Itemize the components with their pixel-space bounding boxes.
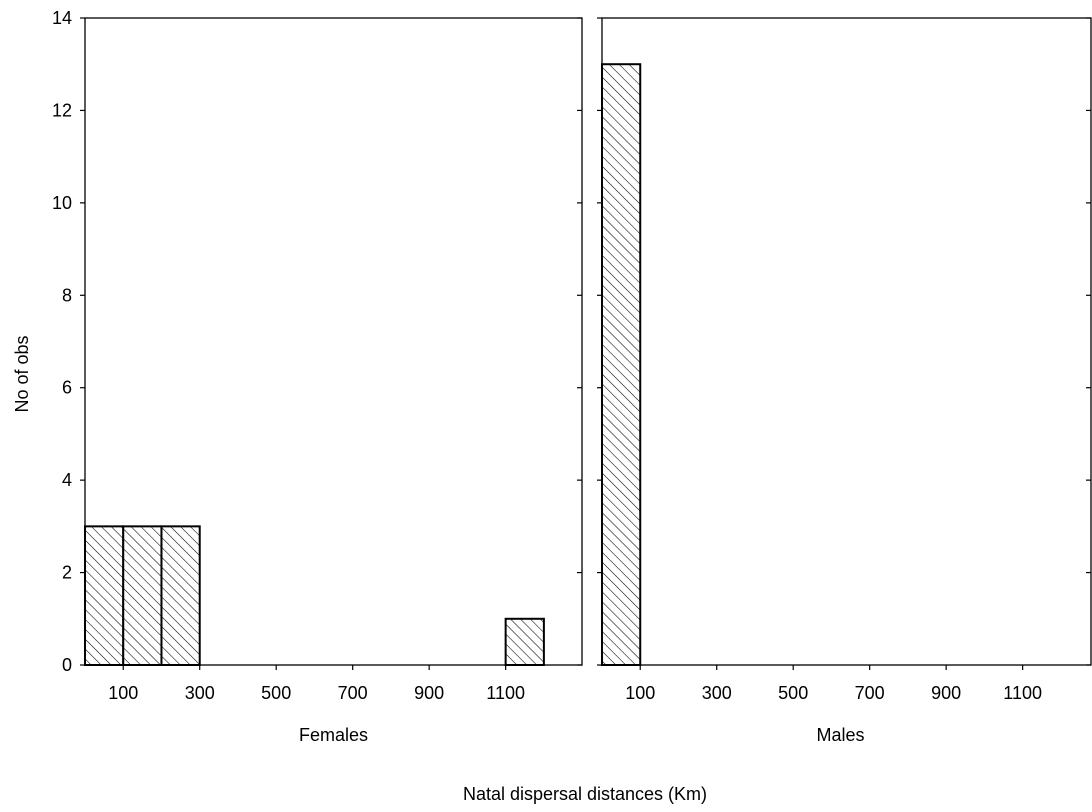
panel-females: 0 2 4 6 8 10 12 14 100 300 500 700 900 1100 Females bbox=[52, 8, 583, 745]
histogram-bar bbox=[601, 63, 642, 666]
y-tick-label: 0 bbox=[62, 655, 72, 675]
y-tick-label: 8 bbox=[62, 285, 72, 305]
x-tick-label: 300 bbox=[702, 683, 732, 703]
x-tick-label: 500 bbox=[261, 683, 291, 703]
y-tick-label: 10 bbox=[52, 193, 72, 213]
y-tick-label: 14 bbox=[52, 8, 72, 28]
x-tick-label: 900 bbox=[931, 683, 961, 703]
x-tick-label: 500 bbox=[778, 683, 808, 703]
panels-layer: 0 2 4 6 8 10 12 14 100 300 500 700 900 1100 Females 100… bbox=[52, 8, 1092, 745]
x-tick-label: 1100 bbox=[1003, 683, 1042, 703]
histogram-bar bbox=[84, 525, 125, 666]
x-tick-label: 100 bbox=[108, 683, 138, 703]
x-tick-label: 700 bbox=[338, 683, 368, 703]
y-tick-label: 6 bbox=[62, 378, 72, 398]
y-axis-label: No of obs bbox=[12, 335, 32, 412]
panel-males: 100 300 500 700 900 1100 Males bbox=[597, 17, 1092, 745]
panel-frame bbox=[84, 17, 583, 666]
y-tick-label: 4 bbox=[62, 470, 72, 490]
histogram-bar bbox=[504, 617, 545, 666]
panel-label: Females bbox=[299, 725, 368, 745]
x-tick-label: 900 bbox=[414, 683, 444, 703]
y-tick-label: 2 bbox=[62, 563, 72, 583]
x-tick-label: 700 bbox=[855, 683, 885, 703]
histogram-bar bbox=[160, 525, 201, 666]
x-tick-label: 100 bbox=[625, 683, 655, 703]
x-axis-label: Natal dispersal distances (Km) bbox=[463, 784, 707, 804]
histogram-bar bbox=[122, 525, 163, 666]
panel-frame bbox=[601, 17, 1092, 666]
y-tick-label: 12 bbox=[52, 100, 72, 120]
panel-label: Males bbox=[816, 725, 864, 745]
x-tick-label: 300 bbox=[185, 683, 215, 703]
x-tick-label: 1100 bbox=[486, 683, 525, 703]
